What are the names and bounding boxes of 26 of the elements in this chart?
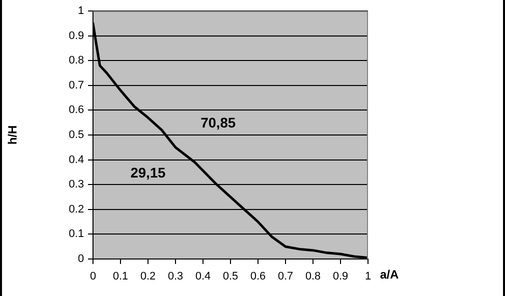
annotation: 29,15 <box>130 164 166 180</box>
y-tick-label: 0.1 <box>68 228 84 240</box>
y-tick-label: 0.8 <box>68 54 84 67</box>
x-tick-label: 1 <box>364 270 372 283</box>
x-tick-label: 0.3 <box>168 270 184 283</box>
x-tick-label: 0.8 <box>305 270 321 283</box>
y-tick-label: 0.7 <box>68 79 84 92</box>
y-tick-label: 0.6 <box>68 104 84 116</box>
y-tick-label: 0.9 <box>68 30 84 42</box>
x-tick-label: 0.4 <box>195 270 211 283</box>
y-tick-label: 0.4 <box>68 154 84 166</box>
x-tick-label: 0.6 <box>250 270 266 283</box>
x-tick-label: 0.9 <box>332 270 348 283</box>
y-axis-title: h/H <box>6 125 20 145</box>
x-axis-title: a/A <box>380 267 400 282</box>
y-tick-label: 0 <box>78 253 84 266</box>
x-tick-label: 0.2 <box>140 270 156 283</box>
x-tick-label: 0 <box>90 270 96 283</box>
x-tick-label: 0.5 <box>222 270 238 283</box>
y-tick-label: 0.2 <box>68 203 84 216</box>
y-tick-label: 0.3 <box>68 178 84 191</box>
y-tick-label: 1 <box>78 5 84 18</box>
x-tick-label: 0.7 <box>278 270 294 283</box>
annotation: 70,85 <box>200 114 236 131</box>
y-tick-label: 0.5 <box>68 129 84 142</box>
x-tick-label: 0.1 <box>112 270 128 283</box>
